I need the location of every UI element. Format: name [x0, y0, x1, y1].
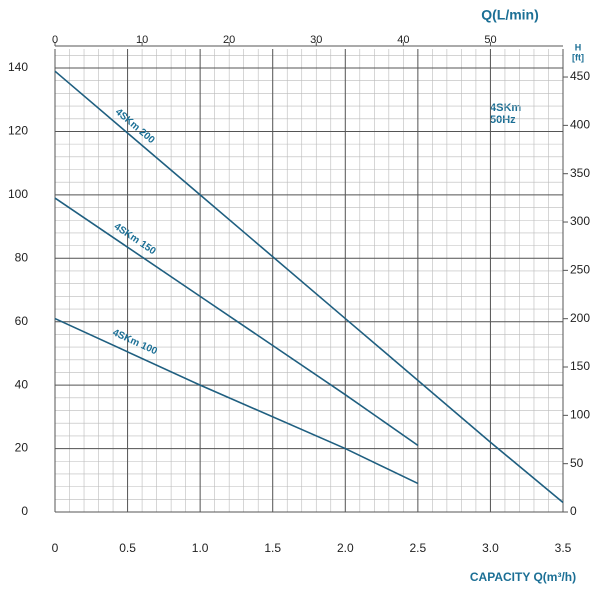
y-tick-label: 100 — [8, 187, 28, 201]
y-tick-label: 0 — [21, 504, 28, 518]
annotation: 50Hz — [490, 114, 516, 126]
y-tick-label: 40 — [15, 377, 29, 391]
y2-axis-unit: [ft] — [572, 52, 584, 62]
series-line — [54, 70, 564, 504]
x-tick-label: 1.5 — [264, 541, 281, 555]
x2-tick-label: 10 — [136, 34, 148, 46]
y2-tick-label: 150 — [570, 359, 590, 373]
y2-tick-label: 0 — [570, 504, 577, 518]
y-tick-label: 140 — [8, 60, 28, 74]
y2-tick-label: 100 — [570, 408, 590, 422]
series-label: 4SKm 100 — [111, 327, 159, 357]
x-tick-label: 2.0 — [337, 541, 354, 555]
x2-tick-label: 30 — [310, 34, 322, 46]
x-tick-label: 0 — [52, 541, 59, 555]
y2-tick-label: 250 — [570, 263, 590, 277]
x2-tick-label: 50 — [484, 34, 496, 46]
y2-tick-label: 50 — [570, 456, 584, 470]
annotation: 4SKm — [490, 102, 521, 114]
x2-tick-label: 20 — [223, 34, 235, 46]
y2-tick-label: 400 — [570, 118, 590, 132]
x2-axis-title: Q(L/min) — [481, 7, 539, 23]
x-tick-label: 3.0 — [482, 541, 499, 555]
y2-tick-label: 200 — [570, 311, 590, 325]
y2-tick-label: 300 — [570, 214, 590, 228]
y2-tick-label: 450 — [570, 69, 590, 83]
x-axis-title: CAPACITY Q(m³/h) — [470, 570, 576, 584]
y-tick-label: 20 — [15, 441, 29, 455]
x2-tick-label: 0 — [52, 34, 58, 46]
y-tick-label: 60 — [15, 314, 29, 328]
x-tick-label: 2.5 — [410, 541, 427, 555]
x-tick-label: 3.5 — [555, 541, 572, 555]
y2-axis-title: H — [575, 42, 582, 52]
x-tick-label: 1.0 — [192, 541, 209, 555]
series-line — [54, 317, 419, 485]
y-tick-label: 120 — [8, 124, 28, 138]
x2-tick-label: 40 — [397, 34, 409, 46]
y-tick-label: 80 — [15, 250, 29, 264]
series-line — [54, 197, 419, 447]
y2-tick-label: 350 — [570, 166, 590, 180]
x-tick-label: 0.5 — [119, 541, 136, 555]
